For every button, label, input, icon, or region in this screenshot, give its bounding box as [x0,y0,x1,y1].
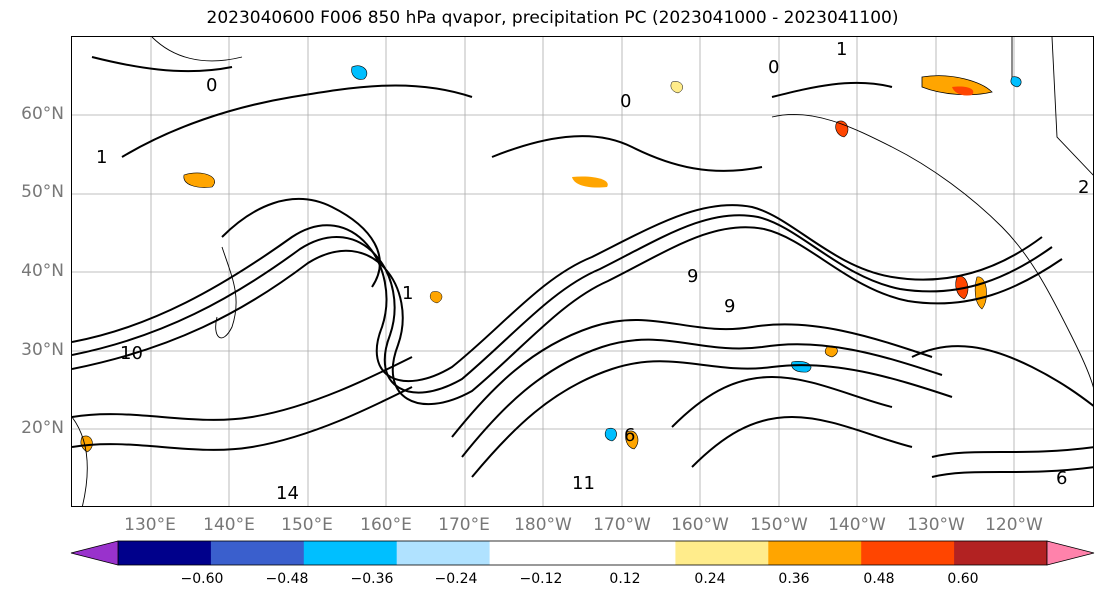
lat-label-60n: 60°N [21,104,64,124]
lat-label-50n: 50°N [21,182,64,202]
lat-label-30n: 30°N [21,340,64,360]
colorbar-segment [303,541,398,565]
contour-label: 2 [1078,177,1089,198]
colorbar [70,540,1095,566]
colorbar-segment [954,541,1048,565]
contour-label: 0 [768,57,779,78]
colorbar-tick-label: 0.60 [947,571,979,587]
lon-label-150e: 150°E [281,515,333,535]
lon-label-160e: 160°E [360,515,412,535]
colorbar-tick-label: 0.36 [778,571,810,587]
contour-label: 1 [836,39,847,60]
map-panel[interactable]: 0 0 0 1 1 1 9 9 10 11 14 6 6 2 [71,36,1094,507]
contour-label: 9 [687,266,698,287]
colorbar-tick-label: 0.12 [609,571,641,587]
qvapor-contours [72,56,1093,478]
colorbar-segment [675,541,769,565]
contour-label: 1 [96,147,107,168]
colorbar-tick-label: −0.12 [519,571,563,587]
colorbar-extend-left [70,540,119,566]
lon-label-180w: 180°W [514,515,572,535]
contour-label: 6 [624,425,635,446]
contour-label: 1 [402,283,413,304]
lon-label-120w: 120°W [985,515,1043,535]
lon-label-170e: 170°E [438,515,490,535]
colorbar-tick-label: 0.24 [694,571,726,587]
contour-label: 6 [1056,468,1067,489]
colorbar-tick-label: −0.60 [180,571,224,587]
contour-label: 10 [120,343,143,364]
contour-label: 0 [620,91,631,112]
colorbar-segment [396,541,491,565]
contour-label: 9 [724,296,735,317]
lon-label-170w: 170°W [593,515,651,535]
precip-shading [80,65,1022,453]
colorbar-segment [861,541,955,565]
colorbar-tick-label: −0.24 [434,571,478,587]
lon-label-150w: 150°W [750,515,808,535]
lon-label-140e: 140°E [203,515,255,535]
lon-label-130w: 130°W [907,515,965,535]
lat-label-20n: 20°N [21,418,64,438]
colorbar-segment [582,541,676,565]
lon-label-140w: 140°W [828,515,886,535]
colorbar-segment [489,541,583,565]
lat-label-40n: 40°N [21,261,64,281]
colorbar-segment [210,541,305,565]
colorbar-segments [117,540,1048,566]
map-title: 2023040600 F006 850 hPa qvapor, precipit… [206,8,899,28]
contour-label: 14 [276,483,299,504]
colorbar-segment [118,541,212,565]
coastlines [72,37,1093,506]
lon-label-160w: 160°W [671,515,729,535]
colorbar-tick-label: 0.48 [863,571,895,587]
contour-labels: 0 0 0 1 1 1 9 9 10 11 14 6 6 2 [96,39,1089,504]
lon-label-130e: 130°E [124,515,176,535]
contour-label: 11 [572,473,595,494]
contour-label: 0 [206,75,217,96]
colorbar-tick-label: −0.48 [265,571,309,587]
colorbar-segment [768,541,862,565]
colorbar-tick-label: −0.36 [350,571,394,587]
gridlines [72,37,1093,506]
colorbar-extend-right [1046,540,1095,566]
contour-map: 0 0 0 1 1 1 9 9 10 11 14 6 6 2 [72,37,1093,506]
